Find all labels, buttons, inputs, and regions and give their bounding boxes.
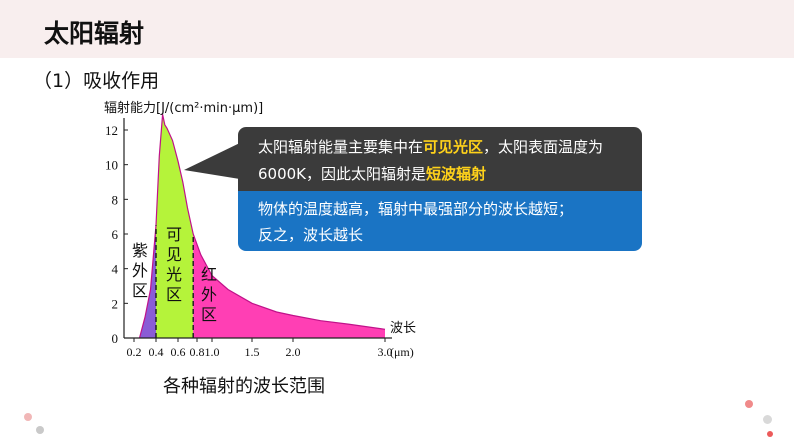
decor-dot <box>763 415 772 424</box>
region-label-char: 紫 <box>132 241 148 260</box>
spectrum-line <box>138 114 386 339</box>
y-tick-label: 4 <box>112 262 119 277</box>
y-tick-label: 8 <box>112 192 119 207</box>
region-label-char: 光 <box>166 265 182 284</box>
region-label-char: 区 <box>166 285 182 304</box>
region-label-char: 见 <box>166 245 182 264</box>
section-label: （1）吸收作用 <box>33 70 160 92</box>
callout-blue-line-2: 反之，波长越长 <box>258 226 364 244</box>
region-label-char: 区 <box>132 281 148 300</box>
region-label-char: 区 <box>201 305 217 324</box>
region-fill-0 <box>134 225 156 338</box>
region-label-char: 红 <box>201 265 217 284</box>
label-layer: 0 2 4 6 8 10 12 0.2 0.4 0.6 0.8 1.0 1.5 2.0 3.0 辐射能力[J/… <box>104 100 416 359</box>
chart-caption: 各种辐射的波长范围 <box>163 376 325 397</box>
region-fill-2 <box>193 234 385 338</box>
x-tick-label: 1.0 <box>205 345 220 359</box>
x-tick-label: 2.0 <box>286 345 301 359</box>
title-bar <box>0 0 794 58</box>
x-tick-label: 0.6 <box>171 345 186 359</box>
callout-text-2: ，太阳表面温度为6000K，因此太阳辐射是 <box>258 138 604 183</box>
region-label-char: 外 <box>132 261 148 280</box>
y-tick-label: 6 <box>112 227 119 242</box>
decor-dot <box>24 413 32 421</box>
callout-highlight-visible: 可见光区 <box>423 138 484 156</box>
decor-dot <box>36 426 44 434</box>
decor-dot <box>767 431 773 437</box>
area-layer <box>134 114 386 339</box>
region-label-char: 外 <box>201 285 217 304</box>
y-axis-label: 辐射能力[J/(cm²·min·μm)] <box>104 100 263 116</box>
callout-highlight-shortwave: 短波辐射 <box>426 165 487 183</box>
decor-dot <box>745 400 753 408</box>
y-tick-label: 0 <box>112 331 119 346</box>
callout-dark-box: 太阳辐射能量主要集中在可见光区，太阳表面温度为6000K，因此太阳辐射是短波辐射 <box>238 127 642 191</box>
page-title: 太阳辐射 <box>44 19 145 48</box>
x-tick-label: 1.5 <box>245 345 260 359</box>
region-label-char: 可 <box>166 225 182 244</box>
x-tick-label: 3.0 <box>378 345 393 359</box>
x-tick-label: 0.2 <box>127 345 142 359</box>
axis-layer <box>123 118 392 342</box>
callout-blue-box: 物体的温度越高，辐射中最强部分的波长越短； 反之，波长越长 <box>238 191 642 251</box>
x-axis-label: 波长 <box>390 321 416 336</box>
x-axis-unit: (μm) <box>390 345 414 359</box>
x-tick-label: 0.8 <box>190 345 205 359</box>
x-tick-label: 0.4 <box>149 345 164 359</box>
callout-blue-line-1: 物体的温度越高，辐射中最强部分的波长越短； <box>258 200 574 218</box>
region-fill-1 <box>156 116 194 338</box>
y-tick-label: 2 <box>112 296 119 311</box>
y-tick-label: 10 <box>105 158 118 173</box>
callout-text-1: 太阳辐射能量主要集中在 <box>258 138 424 156</box>
y-tick-label: 12 <box>105 123 118 138</box>
